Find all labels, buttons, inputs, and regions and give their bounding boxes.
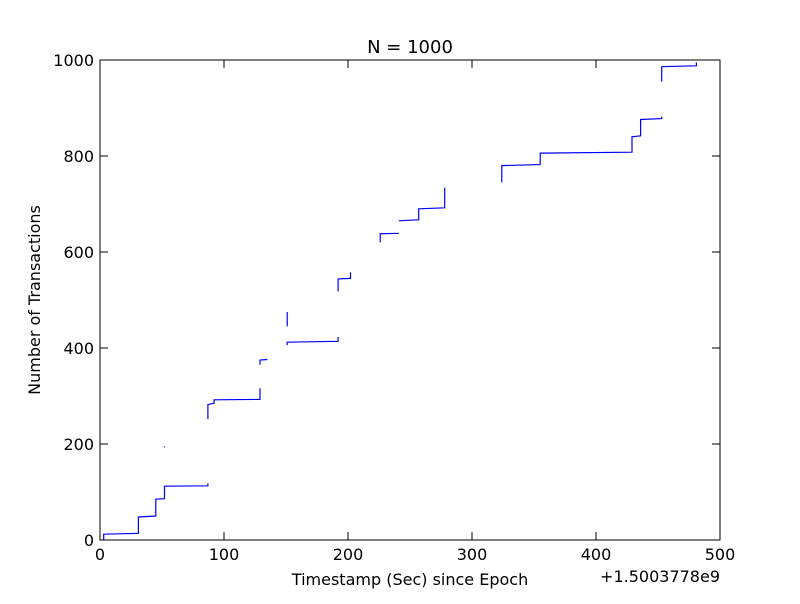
x-tick-label: 0	[95, 545, 105, 564]
x-tick-label: 300	[457, 545, 488, 564]
y-tick-label: 0	[84, 531, 94, 550]
y-tick-label: 400	[63, 339, 94, 358]
y-tick-label: 1000	[53, 51, 94, 70]
series-line-segment-9	[501, 116, 663, 183]
plot-area	[99, 59, 721, 541]
x-tick-label: 200	[333, 545, 364, 564]
series-line-segment-10	[661, 62, 698, 82]
y-axis-label: Number of Transactions	[25, 205, 44, 395]
x-tick-label: 400	[581, 545, 612, 564]
x-axis-label: Timestamp (Sec) since Epoch	[291, 570, 528, 589]
y-tick-label: 200	[63, 435, 94, 454]
series-line-segment-3	[259, 358, 268, 365]
series-line-segment-2	[207, 388, 261, 419]
y-axis-ticks: 0 200 400 600 800 1000	[53, 51, 720, 550]
series-group	[103, 62, 698, 540]
x-axis-ticks: 0 100 200 300 400 500	[95, 60, 735, 564]
chart-title: N = 1000	[367, 37, 453, 58]
y-tick-label: 800	[63, 147, 94, 166]
series-line-segment-0	[103, 483, 209, 540]
axes-frame	[99, 59, 721, 541]
series-line-segment-5	[286, 337, 339, 346]
series-line-segment-8	[398, 187, 446, 222]
x-tick-label: 500	[705, 545, 736, 564]
series-line-segment-6	[337, 272, 352, 292]
x-axis-offset-text: +1.5003778e9	[600, 567, 720, 586]
x-tick-label: 100	[209, 545, 240, 564]
series-line-segment-7	[379, 232, 399, 243]
y-tick-label: 600	[63, 243, 94, 262]
